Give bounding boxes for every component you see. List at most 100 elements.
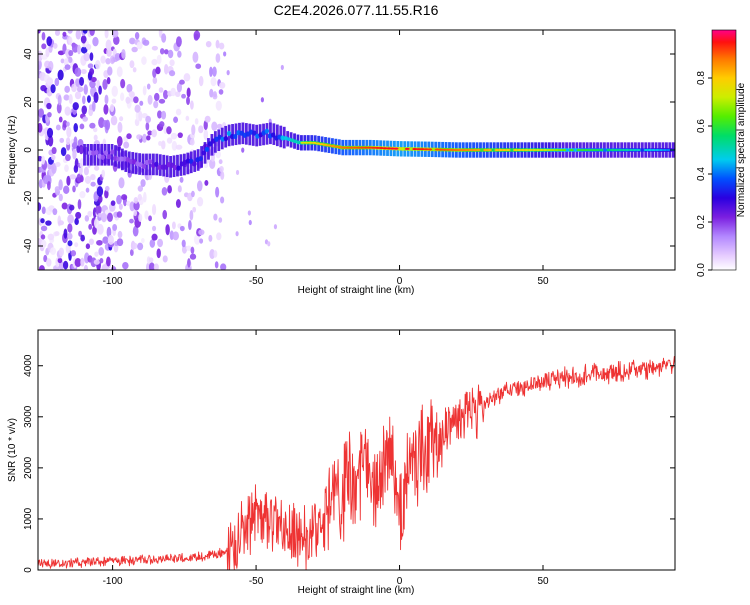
spectrogram-noise-cell xyxy=(273,224,278,230)
spectrogram-y-tick-label: 0 xyxy=(23,147,34,153)
spectrogram-noise-cell xyxy=(141,56,147,65)
ridge-peak-cell xyxy=(475,149,481,151)
spectrogram-noise-cell xyxy=(189,253,197,260)
spectrogram-noise-cell xyxy=(81,95,86,105)
ridge-peak-cell xyxy=(460,149,466,151)
spectrogram-noise-cell xyxy=(220,196,225,204)
spectrogram-noise-cell xyxy=(183,73,191,82)
ridge-peak-cell xyxy=(636,149,641,151)
spectrogram-noise-cell xyxy=(93,134,98,141)
ridge-halo-cell xyxy=(193,150,197,172)
ridge-cell xyxy=(204,146,210,152)
spectrogram-noise-cell xyxy=(146,135,151,141)
spectrogram-noise-cell xyxy=(54,231,60,237)
spectrogram-noise-cell xyxy=(185,115,190,121)
ridge-peak-cell xyxy=(483,149,489,151)
spectrogram-noise-cell xyxy=(105,185,110,192)
spectrogram-noise-cell xyxy=(72,148,77,160)
snr-x-tick-label: -100 xyxy=(103,576,123,587)
spectrogram-cells xyxy=(38,30,284,270)
ridge-peak-cell xyxy=(449,148,455,151)
spectrogram-noise-cell xyxy=(76,86,84,93)
spectrogram-noise-cell xyxy=(92,36,99,47)
spectrogram-noise-cell xyxy=(46,127,54,138)
ridge-halo-cell xyxy=(86,144,90,166)
ridge-cell xyxy=(116,156,121,162)
spectrogram-noise-cell xyxy=(186,96,190,105)
spectrogram-noise-cell xyxy=(175,36,182,48)
spectrogram-noise-cell xyxy=(77,199,82,210)
spectrogram-noise-cell xyxy=(175,144,183,150)
spectrogram-noise-cell xyxy=(50,247,57,256)
spectrogram-noise-cell xyxy=(48,60,54,71)
spectrogram-noise-cell xyxy=(132,67,137,73)
spectrogram-noise-cell xyxy=(56,102,62,114)
spectrogram-noise-cell xyxy=(170,132,178,140)
spectrogram-noise-cell xyxy=(79,191,86,199)
spectrogram-noise-cell xyxy=(181,93,186,99)
spectrogram-noise-cell xyxy=(64,164,69,172)
ridge-peak-cell xyxy=(598,149,604,151)
snr-y-tick-label: 4000 xyxy=(23,354,34,377)
spectrogram-noise-cell xyxy=(68,49,74,57)
colorbar-tick-label: 0.8 xyxy=(696,71,707,85)
spectrogram-noise-cell xyxy=(189,210,194,221)
spectrogram-noise-cell xyxy=(71,43,79,53)
spectrogram-noise-cell xyxy=(79,175,84,183)
ridge-cell xyxy=(397,146,402,151)
spectrogram-noise-cell xyxy=(132,225,139,237)
ridge-peak-cell xyxy=(535,149,541,151)
ridge-cell xyxy=(491,148,497,152)
spectrogram-panel: -100 -50 0 50 -40 -20 0 20 40 Height of straigh… xyxy=(7,29,676,296)
spectrogram-noise-cell xyxy=(50,84,56,94)
spectrogram-noise-cell xyxy=(218,217,223,223)
ridge-cell xyxy=(201,150,206,156)
spectrogram-noise-cell xyxy=(78,165,83,175)
ridge-peak-cell xyxy=(628,149,634,151)
spectrogram-noise-cell xyxy=(65,121,70,127)
ridge-cell xyxy=(176,165,181,171)
ridge-peak-cell xyxy=(393,147,399,150)
spectrogram-noise-cell xyxy=(161,187,168,196)
spectrogram-noise-cell xyxy=(191,124,196,136)
spectrogram-noise-cell xyxy=(60,147,67,157)
spectrogram-noise-cell xyxy=(142,85,147,96)
ridge-peak-cell xyxy=(513,149,518,151)
spectrogram-noise-cell xyxy=(153,100,159,109)
spectrogram-noise-cell xyxy=(213,213,218,221)
ridge-peak-cell xyxy=(371,146,377,149)
spectrogram-noise-cell xyxy=(63,94,70,101)
spectrogram-noise-cell xyxy=(139,100,144,106)
snr-x-ticks: -100 -50 0 50 xyxy=(103,330,549,587)
spectrogram-noise-cell xyxy=(156,54,162,65)
ridge-peak-cell xyxy=(404,147,410,150)
snr-series-line xyxy=(38,355,675,570)
spectrogram-noise-cell xyxy=(174,91,181,98)
spectrogram-noise-cell xyxy=(218,89,224,95)
spectrogram-noise-cell xyxy=(105,119,111,131)
ridge-cell xyxy=(198,156,203,162)
spectrogram-noise-cell xyxy=(190,246,195,254)
spectrogram-noise-cell xyxy=(203,162,209,169)
spectrogram-noise-cell xyxy=(87,63,94,69)
ridge-cell xyxy=(252,130,257,136)
spectrogram-noise-cell xyxy=(129,218,134,224)
spectrogram-noise-cell xyxy=(192,51,199,63)
ridge-cell xyxy=(479,148,484,152)
spectrogram-noise-cell xyxy=(41,155,46,165)
spectrogram-noise-cell xyxy=(143,191,147,203)
spectrogram-noise-cell xyxy=(216,232,222,241)
ridge-halo-cell xyxy=(100,144,104,166)
spectrogram-noise-cell xyxy=(210,77,217,87)
colorbar-gradient xyxy=(711,29,737,271)
spectrogram-noise-cell xyxy=(62,31,67,37)
spectrogram-noise-cell xyxy=(212,91,217,98)
spectrogram-noise-cell xyxy=(96,239,103,246)
spectrogram-noise-cell xyxy=(215,150,221,159)
ridge-peak-cell xyxy=(337,146,343,149)
spectrogram-noise-cell xyxy=(163,63,169,75)
spectrogram-noise-cell xyxy=(219,165,224,173)
ridge-cell xyxy=(94,149,99,156)
ridge-peak-cell xyxy=(389,147,395,150)
